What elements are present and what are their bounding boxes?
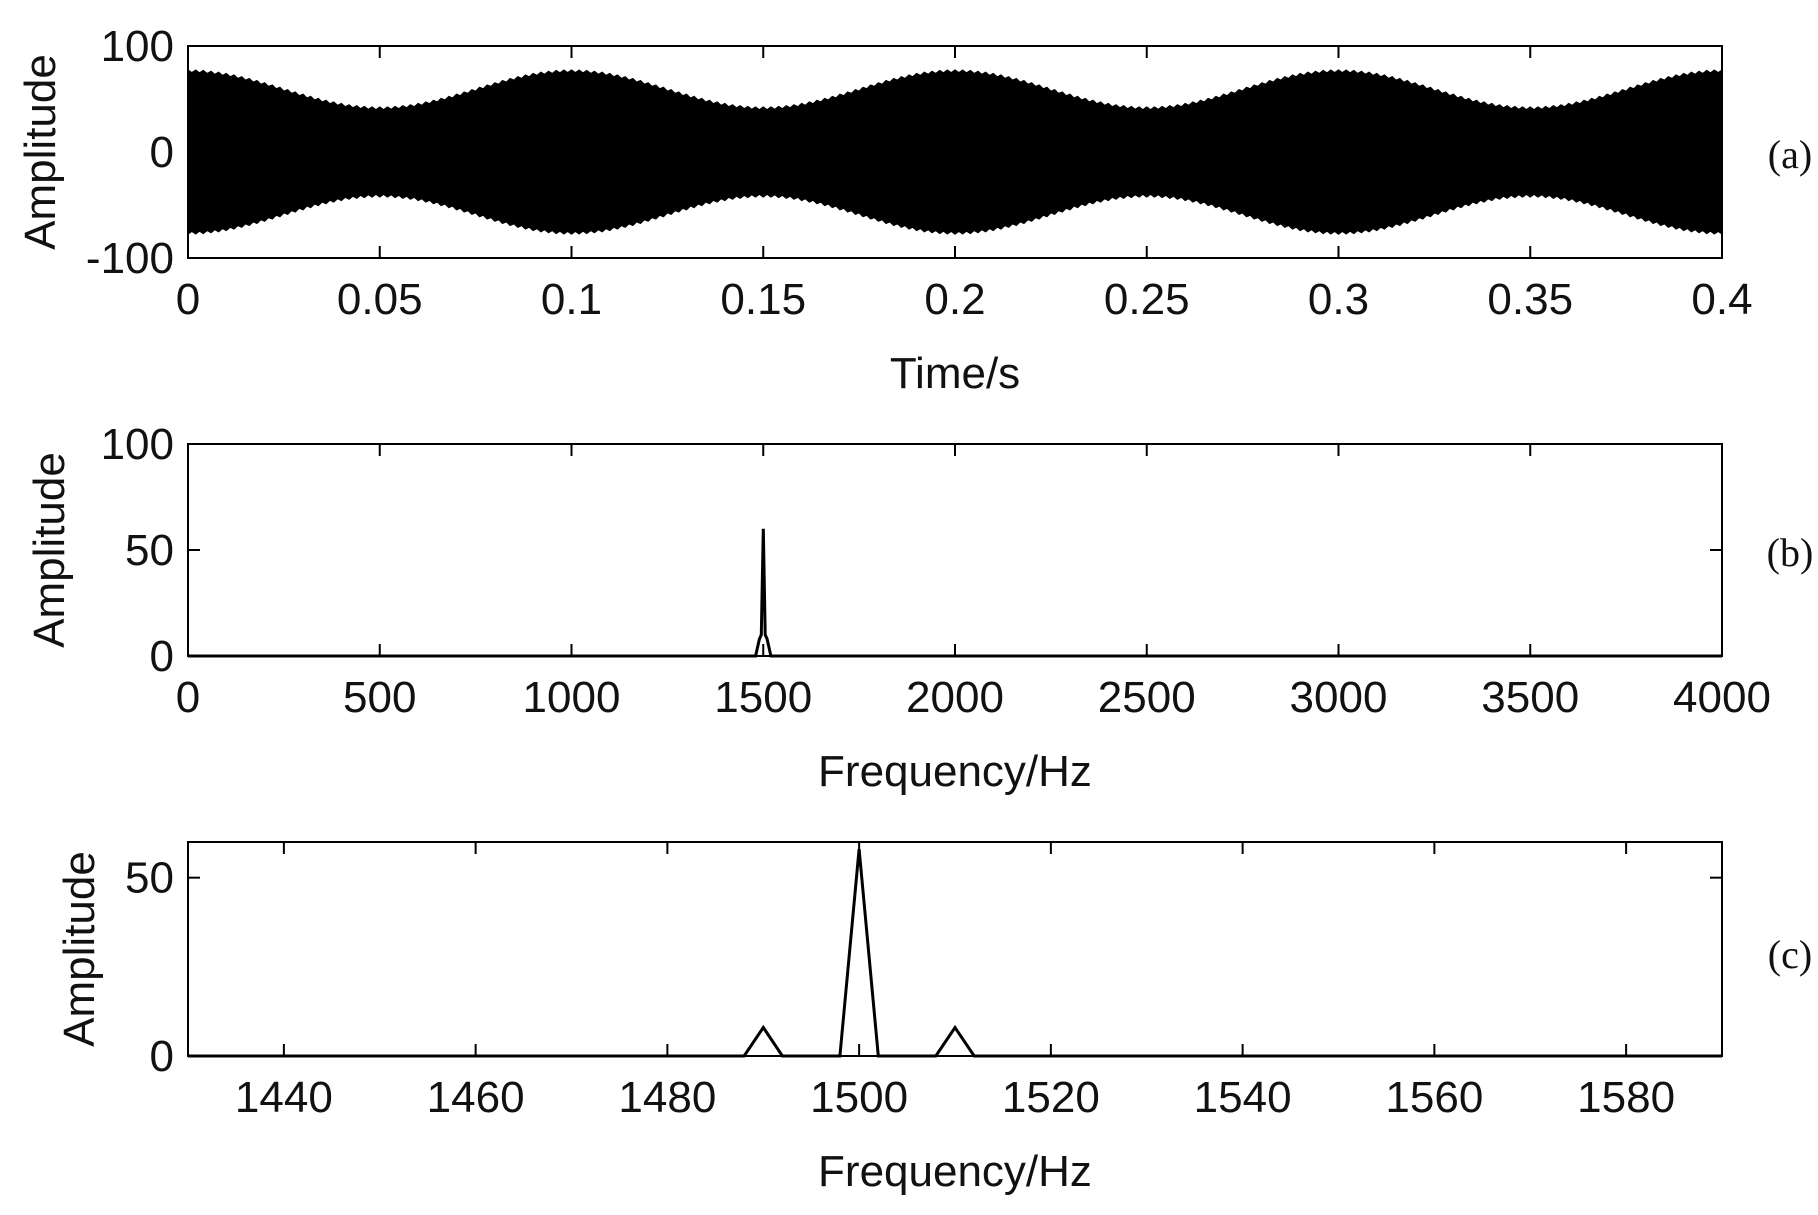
chart-panel-3: 1440 1460 1480 1500 1520 1540 1560 1580 0 50 Frequ…	[55, 841, 1812, 1196]
x-tick-label: 0.1	[541, 275, 602, 324]
x-tick-label: 1560	[1385, 1073, 1483, 1122]
x-tick-label: 0.05	[337, 275, 423, 324]
x-tick-label: 0	[176, 275, 200, 324]
y-tick-label: 0	[150, 632, 174, 681]
chart-panel-1: 0 0.05 0.1 0.15 0.2 0.25 0.3 0.35 0.4-1000100Tim…	[16, 22, 1812, 398]
x-tick-label: 2500	[1098, 673, 1196, 722]
y-axis-label: Amplitude	[25, 452, 74, 648]
x-tick-label: 1520	[1002, 1073, 1100, 1122]
x-axis-label: Time/s	[890, 349, 1020, 398]
x-tick-label: 0.35	[1487, 275, 1573, 324]
x-tick-label: 1460	[427, 1073, 525, 1122]
y-tick-label: 50	[125, 526, 174, 575]
plot-frame	[187, 841, 1723, 1057]
chart-panel-2: 0 500 1000 1500 2000 2500 3000 3500 4000 0 50 100 Fr…	[25, 420, 1813, 796]
panel-label: (c)	[1768, 932, 1812, 977]
x-tick-label: 1000	[523, 673, 621, 722]
x-axis-label: Frequency/Hz	[818, 747, 1092, 796]
x-tick-label: 0.3	[1308, 275, 1369, 324]
x-tick-label: 0.4	[1691, 275, 1752, 324]
x-tick-label: 0.2	[924, 275, 985, 324]
x-axis-label: Frequency/Hz	[818, 1147, 1092, 1196]
x-tick-label: 0.25	[1104, 275, 1190, 324]
y-tick-label: 0	[150, 1032, 174, 1081]
y-axis-label: Amplitude	[16, 54, 65, 250]
y-axis-label: Amplitude	[55, 851, 104, 1047]
x-tick-label: 1500	[810, 1073, 908, 1122]
x-tick-label: 4000	[1673, 673, 1771, 722]
spectrum-line	[188, 528, 1722, 658]
x-tick-label: 1480	[618, 1073, 716, 1122]
x-tick-label: 0.15	[720, 275, 806, 324]
y-tick-label: 0	[150, 128, 174, 177]
panel-label: (a)	[1768, 132, 1812, 177]
x-tick-label: 500	[343, 673, 416, 722]
x-tick-label: 1440	[235, 1073, 333, 1122]
y-tick-label: 50	[125, 854, 174, 903]
x-tick-label: 3500	[1481, 673, 1579, 722]
x-tick-label: 1500	[714, 673, 812, 722]
y-tick-label: -100	[86, 234, 174, 283]
y-tick-label: 100	[101, 22, 174, 71]
x-tick-label: 1540	[1194, 1073, 1292, 1122]
x-tick-label: 1580	[1577, 1073, 1675, 1122]
panel-label: (b)	[1767, 530, 1814, 575]
y-tick-label: 100	[101, 420, 174, 469]
x-tick-label: 2000	[906, 673, 1004, 722]
x-tick-label: 0	[176, 673, 200, 722]
x-tick-label: 3000	[1290, 673, 1388, 722]
